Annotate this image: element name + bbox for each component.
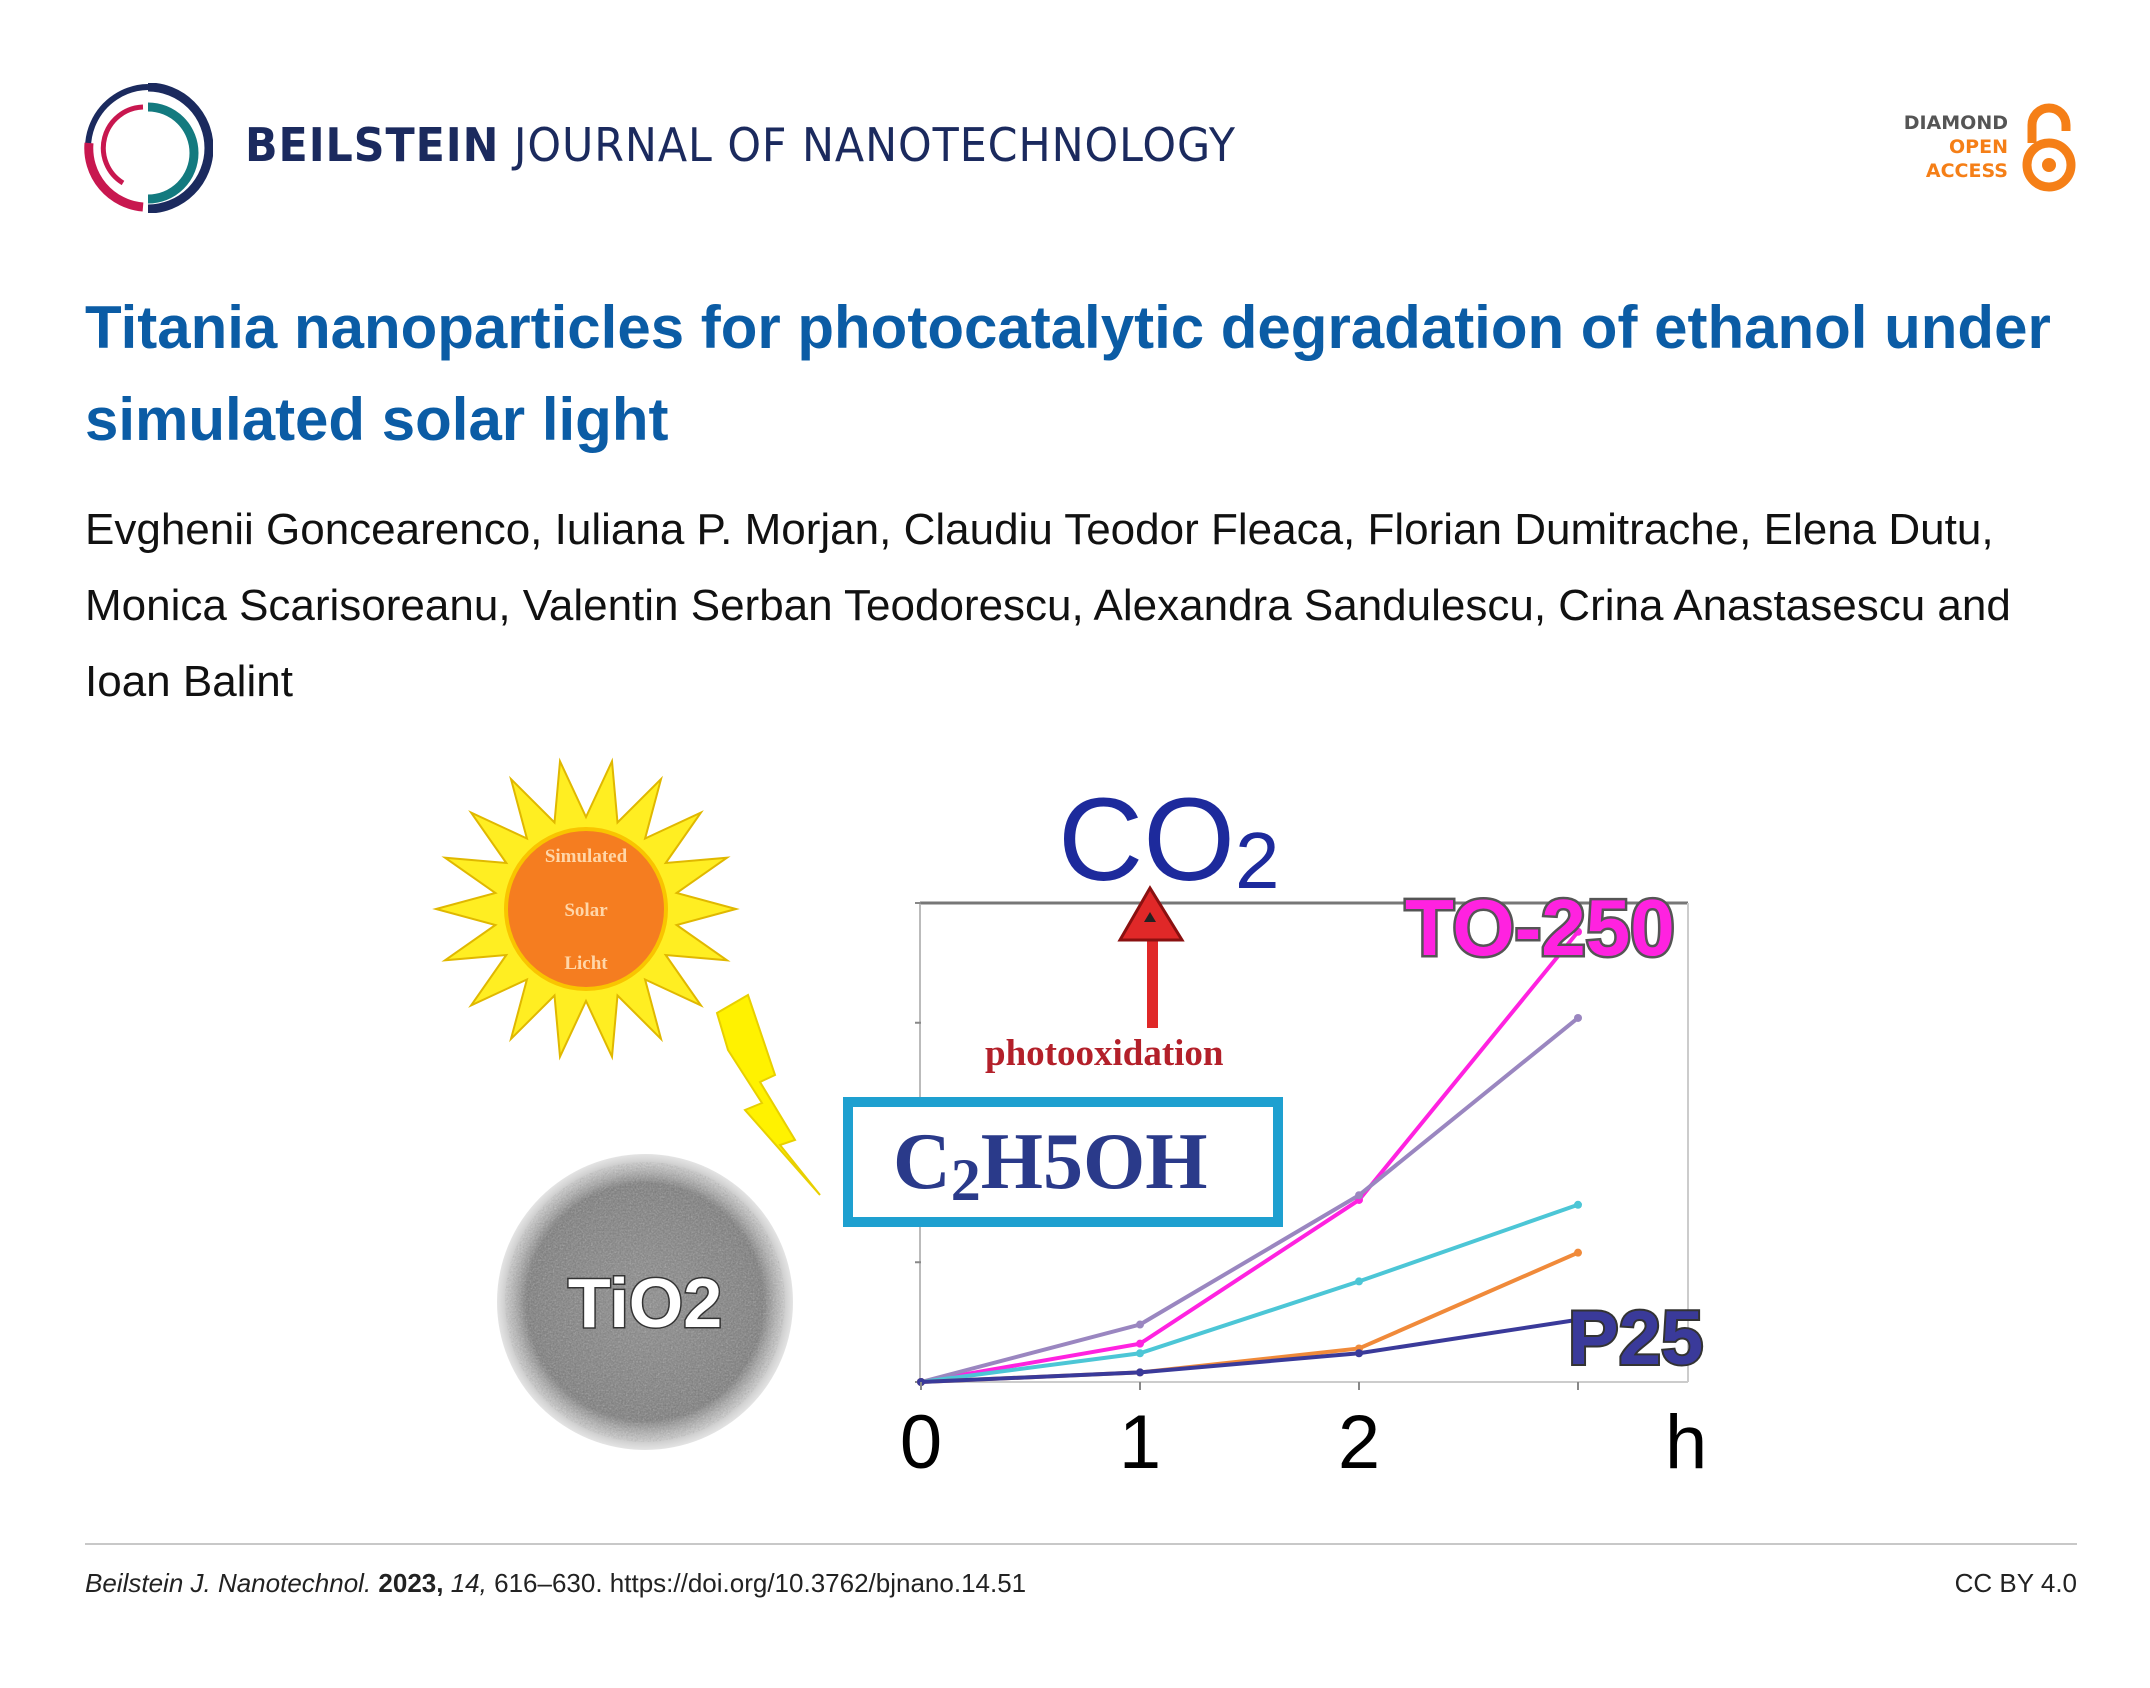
co2-label: CO2 — [1058, 774, 1280, 906]
photooxidation-label: photooxidation — [985, 1033, 1224, 1074]
ethanol-box — [843, 1097, 1283, 1227]
data-point — [1136, 1339, 1144, 1348]
lightning-bolt-icon — [715, 993, 821, 1196]
doi-link[interactable]: https://doi.org/10.3762/bjnano.14.51 — [609, 1568, 1027, 1598]
data-point — [1574, 927, 1582, 936]
citation-volume: 14, — [450, 1568, 487, 1598]
series-line-4 — [920, 1317, 1579, 1384]
journal-name-rest: JOURNAL OF NANOTECHNOLOGY — [513, 118, 1236, 172]
journal-name-bold: BEILSTEIN — [245, 118, 500, 172]
article-title: Titania nanoparticles for photocatalytic… — [85, 294, 2051, 453]
x-tick-label: 0 — [900, 1400, 942, 1485]
data-point — [1136, 1349, 1144, 1358]
sun-icon: Simulated Solar Licht — [432, 757, 740, 1061]
series-line-1 — [920, 1016, 1580, 1384]
x-tick-label: 1 — [1119, 1400, 1161, 1485]
article-authors: Evghenii Goncearenco, Iuliana P. Morjan,… — [85, 505, 2011, 706]
oa-diamond-text: DIAMOND — [1903, 112, 2008, 134]
oa-open-text: OPEN — [1949, 136, 2008, 158]
diamond-open-access-badge: DIAMOND OPEN ACCESS — [1880, 103, 2080, 193]
data-point — [1136, 1320, 1144, 1329]
ethanol-formula: C2H5OH — [893, 1118, 1207, 1213]
series-label-p25: P25 — [1568, 1296, 1703, 1381]
x-axis: 0 1 2 — [900, 1382, 1579, 1485]
data-point — [1574, 1315, 1582, 1324]
series-label-to-250: TO-250 — [1405, 883, 1675, 972]
tio2-particle: TiO2 — [497, 1154, 793, 1450]
x-axis-label: h — [1665, 1400, 1707, 1485]
beilstein-logo — [84, 83, 213, 213]
journal-name: BEILSTEIN JOURNAL OF NANOTECHNOLOGY — [245, 118, 1236, 172]
citation-journal: Beilstein J. Nanotechnol. — [85, 1568, 372, 1598]
data-point — [1574, 1013, 1582, 1022]
sun-text-simulated: Simulated — [545, 846, 628, 867]
x-tick-label: 2 — [1338, 1400, 1380, 1485]
photooxidation-arrow-icon — [1117, 885, 1185, 1028]
sun-text-solar: Solar — [564, 900, 608, 921]
citation: Beilstein J. Nanotechnol. 2023, 14, 616–… — [85, 1568, 1026, 1599]
data-point — [1355, 1349, 1363, 1358]
oa-access-text: ACCESS — [1925, 160, 2008, 182]
footer-divider — [85, 1543, 2077, 1545]
chart-series — [917, 927, 1582, 1386]
series-line-0 — [920, 930, 1580, 1384]
data-point — [1355, 1191, 1363, 1200]
tio2-label: TiO2 — [568, 1264, 722, 1342]
citation-pages: 616–630. — [494, 1568, 603, 1598]
data-point — [1574, 1200, 1582, 1209]
license: CC BY 4.0 — [1954, 1568, 2077, 1598]
open-lock-icon — [2022, 103, 2076, 192]
data-point — [1136, 1368, 1144, 1377]
sun-text-light: Licht — [564, 953, 608, 974]
data-point — [1574, 1248, 1582, 1257]
citation-year: 2023, — [378, 1568, 444, 1598]
series-line-2 — [920, 1202, 1579, 1384]
data-point — [1355, 1277, 1363, 1286]
